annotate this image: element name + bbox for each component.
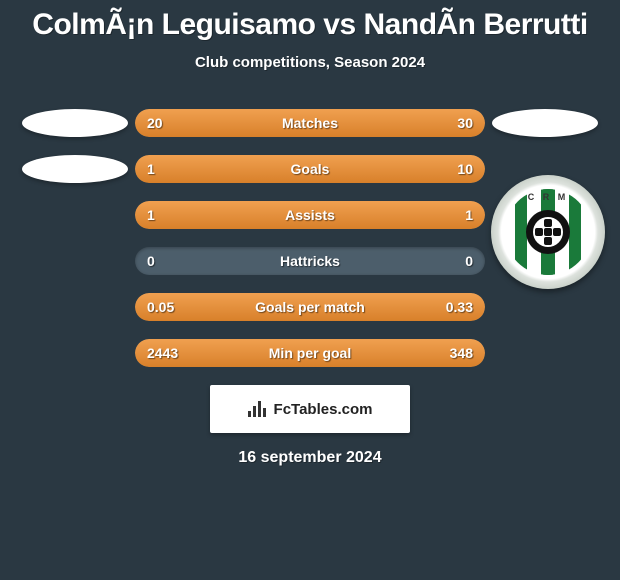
stat-value-right: 1 [465,201,473,229]
stat-metric-label: Goals [291,155,330,183]
stat-value-left: 0.05 [147,293,174,321]
subtitle: Club competitions, Season 2024 [0,54,620,71]
stat-value-left: 1 [147,201,155,229]
stat-bar: 1 10 Goals [135,155,485,183]
page-title: ColmÃ¡n Leguisamo vs NandÃn Berrutti [0,8,620,42]
stat-bar: 1 1 Assists [135,201,485,229]
stat-row: 0.05 0.33 Goals per match [0,293,620,321]
stat-bar: 20 30 Matches [135,109,485,137]
player-left-slot [15,339,135,367]
player-left-slot [15,201,135,229]
stat-value-right: 10 [457,155,473,183]
date-label: 16 september 2024 [0,449,620,467]
stat-value-left: 20 [147,109,163,137]
stat-row: 20 30 Matches [0,109,620,137]
stat-value-left: 0 [147,247,155,275]
stat-value-left: 1 [147,155,155,183]
bar-fill-right [310,201,485,229]
stat-bar: 2443 348 Min per goal [135,339,485,367]
stat-row: 2443 348 Min per goal [0,339,620,367]
player-right-slot [485,109,605,137]
player-right-slot [485,293,605,321]
player-left-slot [15,155,135,183]
player-avatar-placeholder [22,155,128,183]
player-right-slot [485,339,605,367]
attribution-badge: FcTables.com [210,385,410,433]
stat-value-right: 0.33 [446,293,473,321]
player-avatar-placeholder [492,109,598,137]
stat-metric-label: Min per goal [269,339,351,367]
badge-initials: C R M [528,192,569,202]
stat-metric-label: Hattricks [280,247,340,275]
player-left-slot [15,109,135,137]
club-badge: C R M [491,175,605,289]
stat-metric-label: Goals per match [255,293,365,321]
stat-value-right: 348 [450,339,473,367]
player-left-slot [15,247,135,275]
stat-bar: 0.05 0.33 Goals per match [135,293,485,321]
stat-bar: 0 0 Hattricks [135,247,485,275]
player-avatar-placeholder [22,109,128,137]
stat-value-right: 0 [465,247,473,275]
attribution-text: FcTables.com [274,401,373,418]
stat-metric-label: Assists [285,201,335,229]
bar-fill-left [135,201,310,229]
soccer-ball-icon [526,210,570,254]
chart-icon [248,401,268,417]
stat-metric-label: Matches [282,109,338,137]
player-left-slot [15,293,135,321]
stat-value-left: 2443 [147,339,178,367]
stat-value-right: 30 [457,109,473,137]
